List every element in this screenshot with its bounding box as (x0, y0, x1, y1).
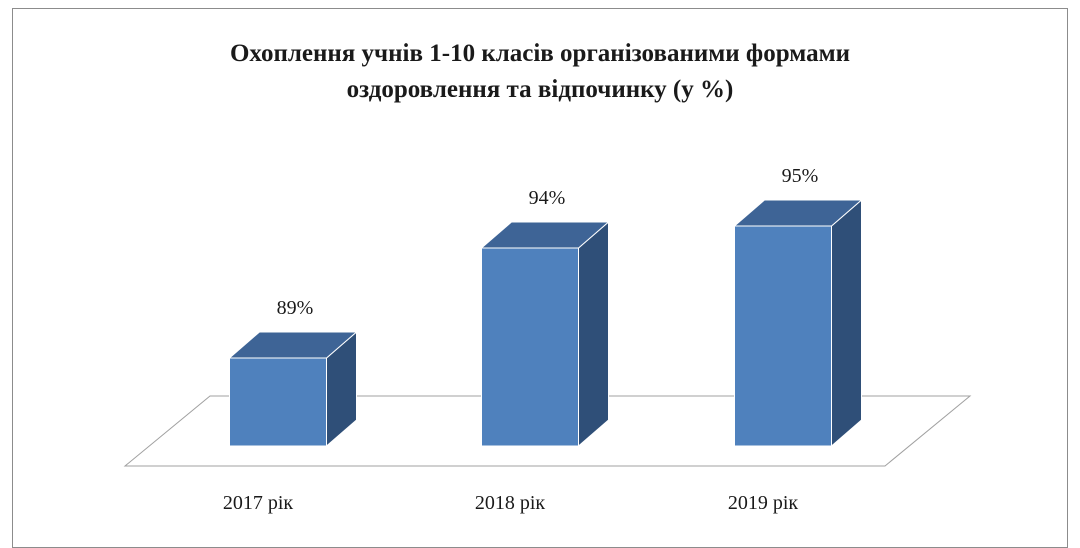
bar-series (228, 198, 863, 448)
data-labels: 89% 94% 95% (277, 165, 819, 319)
data-label: 89% (277, 297, 314, 319)
chart-title-line-1: Охоплення учнів 1-10 класів організовани… (229, 40, 851, 67)
bar-side (831, 198, 862, 448)
category-label: 2018 рік (475, 492, 546, 514)
bar-chart-plot: 89% 94% 95% 2017 рік 2018 рік 2019 рік (123, 165, 972, 514)
chart-floor (123, 395, 972, 467)
bar-front (734, 225, 832, 447)
chart-title: Охоплення учнів 1-10 класів організовани… (0, 36, 1080, 108)
data-label: 95% (782, 165, 819, 187)
bar-3 (733, 198, 863, 448)
bar-1 (228, 330, 358, 448)
chart-title-line-2: оздоровлення та відпочинку (у %) (346, 76, 734, 103)
category-label: 2019 рік (728, 492, 799, 514)
bar-side (578, 220, 609, 448)
bar-front (481, 247, 579, 447)
category-label: 2017 рік (223, 492, 294, 514)
bar-2 (480, 220, 610, 448)
bar-front (229, 357, 327, 447)
category-axis-labels: 2017 рік 2018 рік 2019 рік (223, 492, 799, 514)
data-label: 94% (529, 187, 566, 209)
